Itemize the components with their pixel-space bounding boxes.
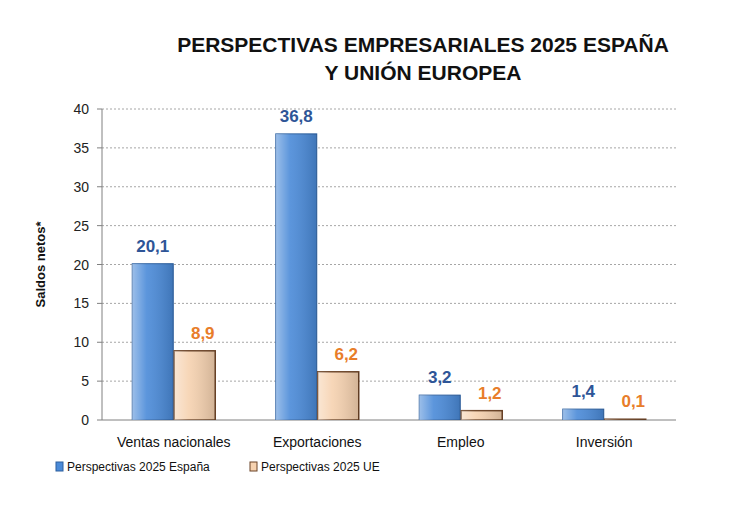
y-tick bbox=[97, 303, 102, 304]
y-tick bbox=[97, 147, 102, 148]
chart-title: PERSPECTIVAS EMPRESARIALES 2025 ESPAÑAY … bbox=[177, 33, 669, 84]
grid-line bbox=[102, 225, 676, 226]
bar-group bbox=[605, 419, 646, 420]
bar-shade bbox=[605, 419, 646, 420]
bar-group bbox=[419, 395, 460, 420]
bar bbox=[605, 418, 646, 420]
grid-line bbox=[102, 303, 676, 304]
bar-shade bbox=[563, 409, 604, 420]
bar bbox=[174, 351, 215, 420]
grid-line bbox=[102, 186, 676, 187]
data-label: 8,9 bbox=[191, 324, 215, 343]
bar bbox=[318, 372, 359, 420]
data-label: 36,8 bbox=[280, 107, 313, 126]
bar bbox=[419, 395, 460, 420]
y-tick-label: 0 bbox=[81, 412, 89, 428]
data-label: 1,4 bbox=[571, 382, 595, 401]
bar-shade bbox=[132, 264, 173, 420]
grid-line bbox=[102, 264, 676, 265]
y-tick bbox=[97, 186, 102, 187]
bar-shade bbox=[174, 351, 215, 420]
legend: Perspectivas 2025 España Perspectivas 202… bbox=[56, 460, 380, 474]
bar-group bbox=[174, 351, 215, 420]
bar-group bbox=[461, 411, 502, 420]
bar bbox=[132, 264, 173, 420]
x-tick-label: Ventas nacionales bbox=[117, 434, 231, 450]
y-tick bbox=[97, 381, 102, 382]
x-tick-label: Inversión bbox=[576, 434, 633, 450]
legend-swatch bbox=[56, 462, 63, 471]
bar-group bbox=[276, 134, 317, 420]
bar-shade bbox=[419, 395, 460, 420]
grid-line bbox=[102, 342, 676, 343]
data-label: 0,1 bbox=[621, 392, 645, 411]
legend-label: Perspectivas 2025 España bbox=[67, 460, 210, 474]
bar bbox=[461, 411, 502, 420]
y-axis-label: Saldos netos* bbox=[33, 221, 48, 308]
legend-label: Perspectivas 2025 UE bbox=[261, 460, 380, 474]
legend-swatch bbox=[250, 462, 257, 471]
grid-line bbox=[102, 147, 676, 148]
bar bbox=[563, 409, 604, 420]
bar-group bbox=[318, 372, 359, 420]
bar bbox=[276, 134, 317, 420]
data-label: 6,2 bbox=[334, 345, 358, 364]
bar-shade bbox=[461, 411, 502, 420]
bar-group bbox=[132, 264, 173, 420]
y-tick-label: 25 bbox=[73, 218, 89, 234]
chart-svg: PERSPECTIVAS EMPRESARIALES 2025 ESPAÑAY … bbox=[0, 0, 736, 515]
data-label: 3,2 bbox=[428, 368, 452, 387]
bar-shade bbox=[318, 372, 359, 420]
y-tick-label: 5 bbox=[81, 373, 89, 389]
y-tick-label: 10 bbox=[73, 334, 89, 350]
x-tick-label: Empleo bbox=[437, 434, 485, 450]
y-tick-label: 15 bbox=[73, 295, 89, 311]
grid-line bbox=[102, 109, 676, 110]
y-tick-label: 40 bbox=[73, 101, 89, 117]
data-labels: 20,1 8,9 36,8 6,2 3,2 1,2 1,4 0,1 bbox=[136, 107, 645, 411]
chart-container: PERSPECTIVAS EMPRESARIALES 2025 ESPAÑAY … bbox=[0, 0, 736, 515]
y-tick bbox=[97, 420, 102, 421]
y-tick bbox=[97, 264, 102, 265]
data-label: 20,1 bbox=[136, 237, 169, 256]
x-tick-label: Exportaciones bbox=[273, 434, 362, 450]
y-tick bbox=[97, 109, 102, 110]
bars bbox=[132, 134, 646, 420]
data-label: 1,2 bbox=[478, 384, 502, 403]
y-axis bbox=[102, 109, 103, 420]
bar-shade bbox=[276, 134, 317, 420]
y-tick bbox=[97, 342, 102, 343]
y-tick bbox=[97, 225, 102, 226]
y-tick-label: 30 bbox=[73, 179, 89, 195]
y-tick-label: 35 bbox=[73, 140, 89, 156]
bar-group bbox=[563, 409, 604, 420]
y-tick-label: 20 bbox=[73, 257, 89, 273]
